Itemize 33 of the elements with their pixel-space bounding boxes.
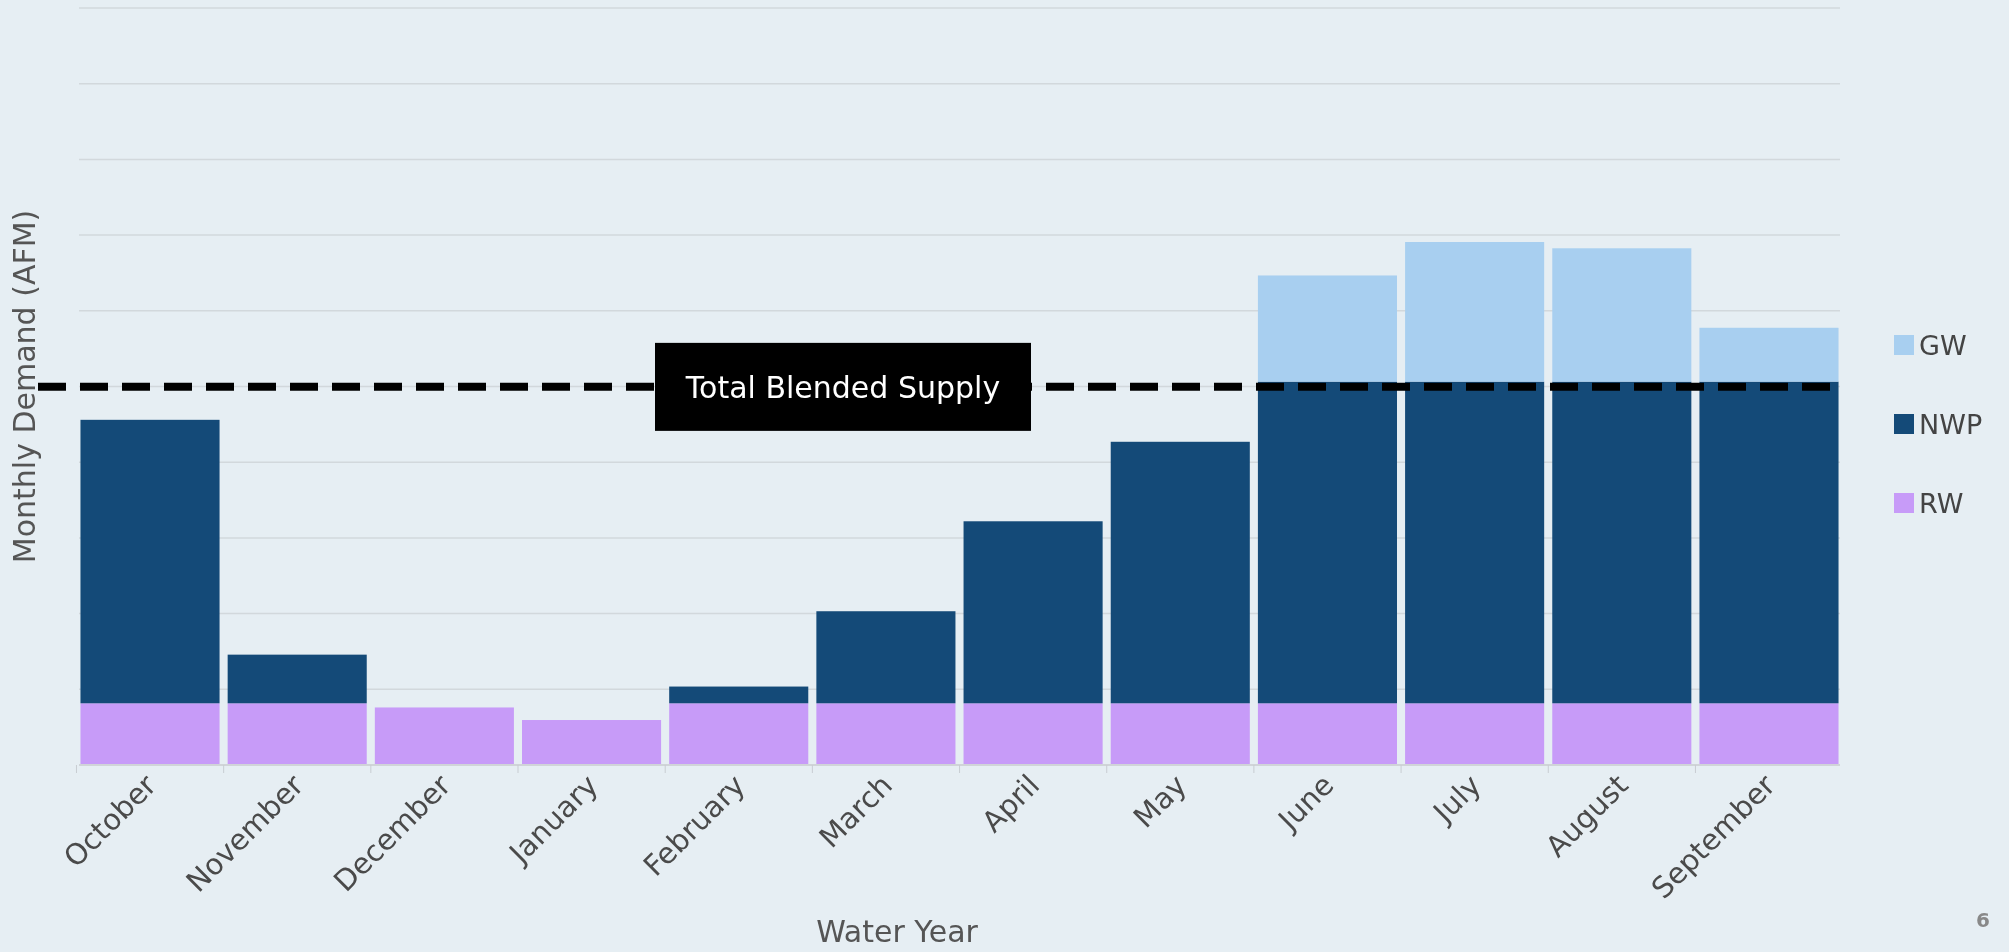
bar xyxy=(1405,381,1545,704)
bar xyxy=(1699,703,1839,765)
bar xyxy=(1699,381,1839,704)
ref-line-label: Total Blended Supply xyxy=(684,369,1001,405)
bar xyxy=(80,419,220,704)
bar xyxy=(227,703,367,765)
bar xyxy=(1110,441,1250,704)
bar xyxy=(963,703,1103,765)
legend-label: RW xyxy=(1919,488,1964,519)
bar xyxy=(963,521,1103,704)
bar xyxy=(669,686,809,704)
bar xyxy=(1552,703,1692,765)
text: 6 xyxy=(1976,908,1990,932)
bar xyxy=(522,720,662,765)
y-axis-title: Monthly Demand (AFM) xyxy=(7,209,42,564)
bar xyxy=(1405,242,1545,382)
bar xyxy=(1552,248,1692,382)
legend-label: GW xyxy=(1919,330,1967,361)
bar xyxy=(816,703,956,765)
bar xyxy=(669,703,809,765)
bar xyxy=(1699,327,1839,382)
bar xyxy=(1257,381,1397,704)
bar xyxy=(1257,703,1397,765)
bar xyxy=(816,611,956,704)
x-axis-title: Water Year xyxy=(816,914,979,949)
bar xyxy=(1110,703,1250,765)
bar xyxy=(1405,703,1545,765)
bar xyxy=(1552,381,1692,704)
bar xyxy=(80,703,220,765)
bar xyxy=(374,707,514,765)
bar xyxy=(1257,275,1397,382)
legend-label: NWP xyxy=(1919,409,1983,440)
bar xyxy=(227,654,367,704)
